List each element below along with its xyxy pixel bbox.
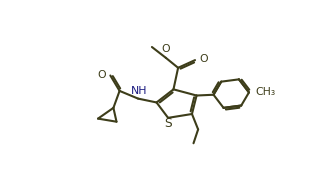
Text: NH: NH (131, 86, 147, 96)
Text: O: O (98, 70, 107, 80)
Text: S: S (164, 117, 172, 130)
Text: CH₃: CH₃ (256, 87, 276, 97)
Text: O: O (199, 54, 207, 64)
Text: O: O (161, 44, 170, 54)
